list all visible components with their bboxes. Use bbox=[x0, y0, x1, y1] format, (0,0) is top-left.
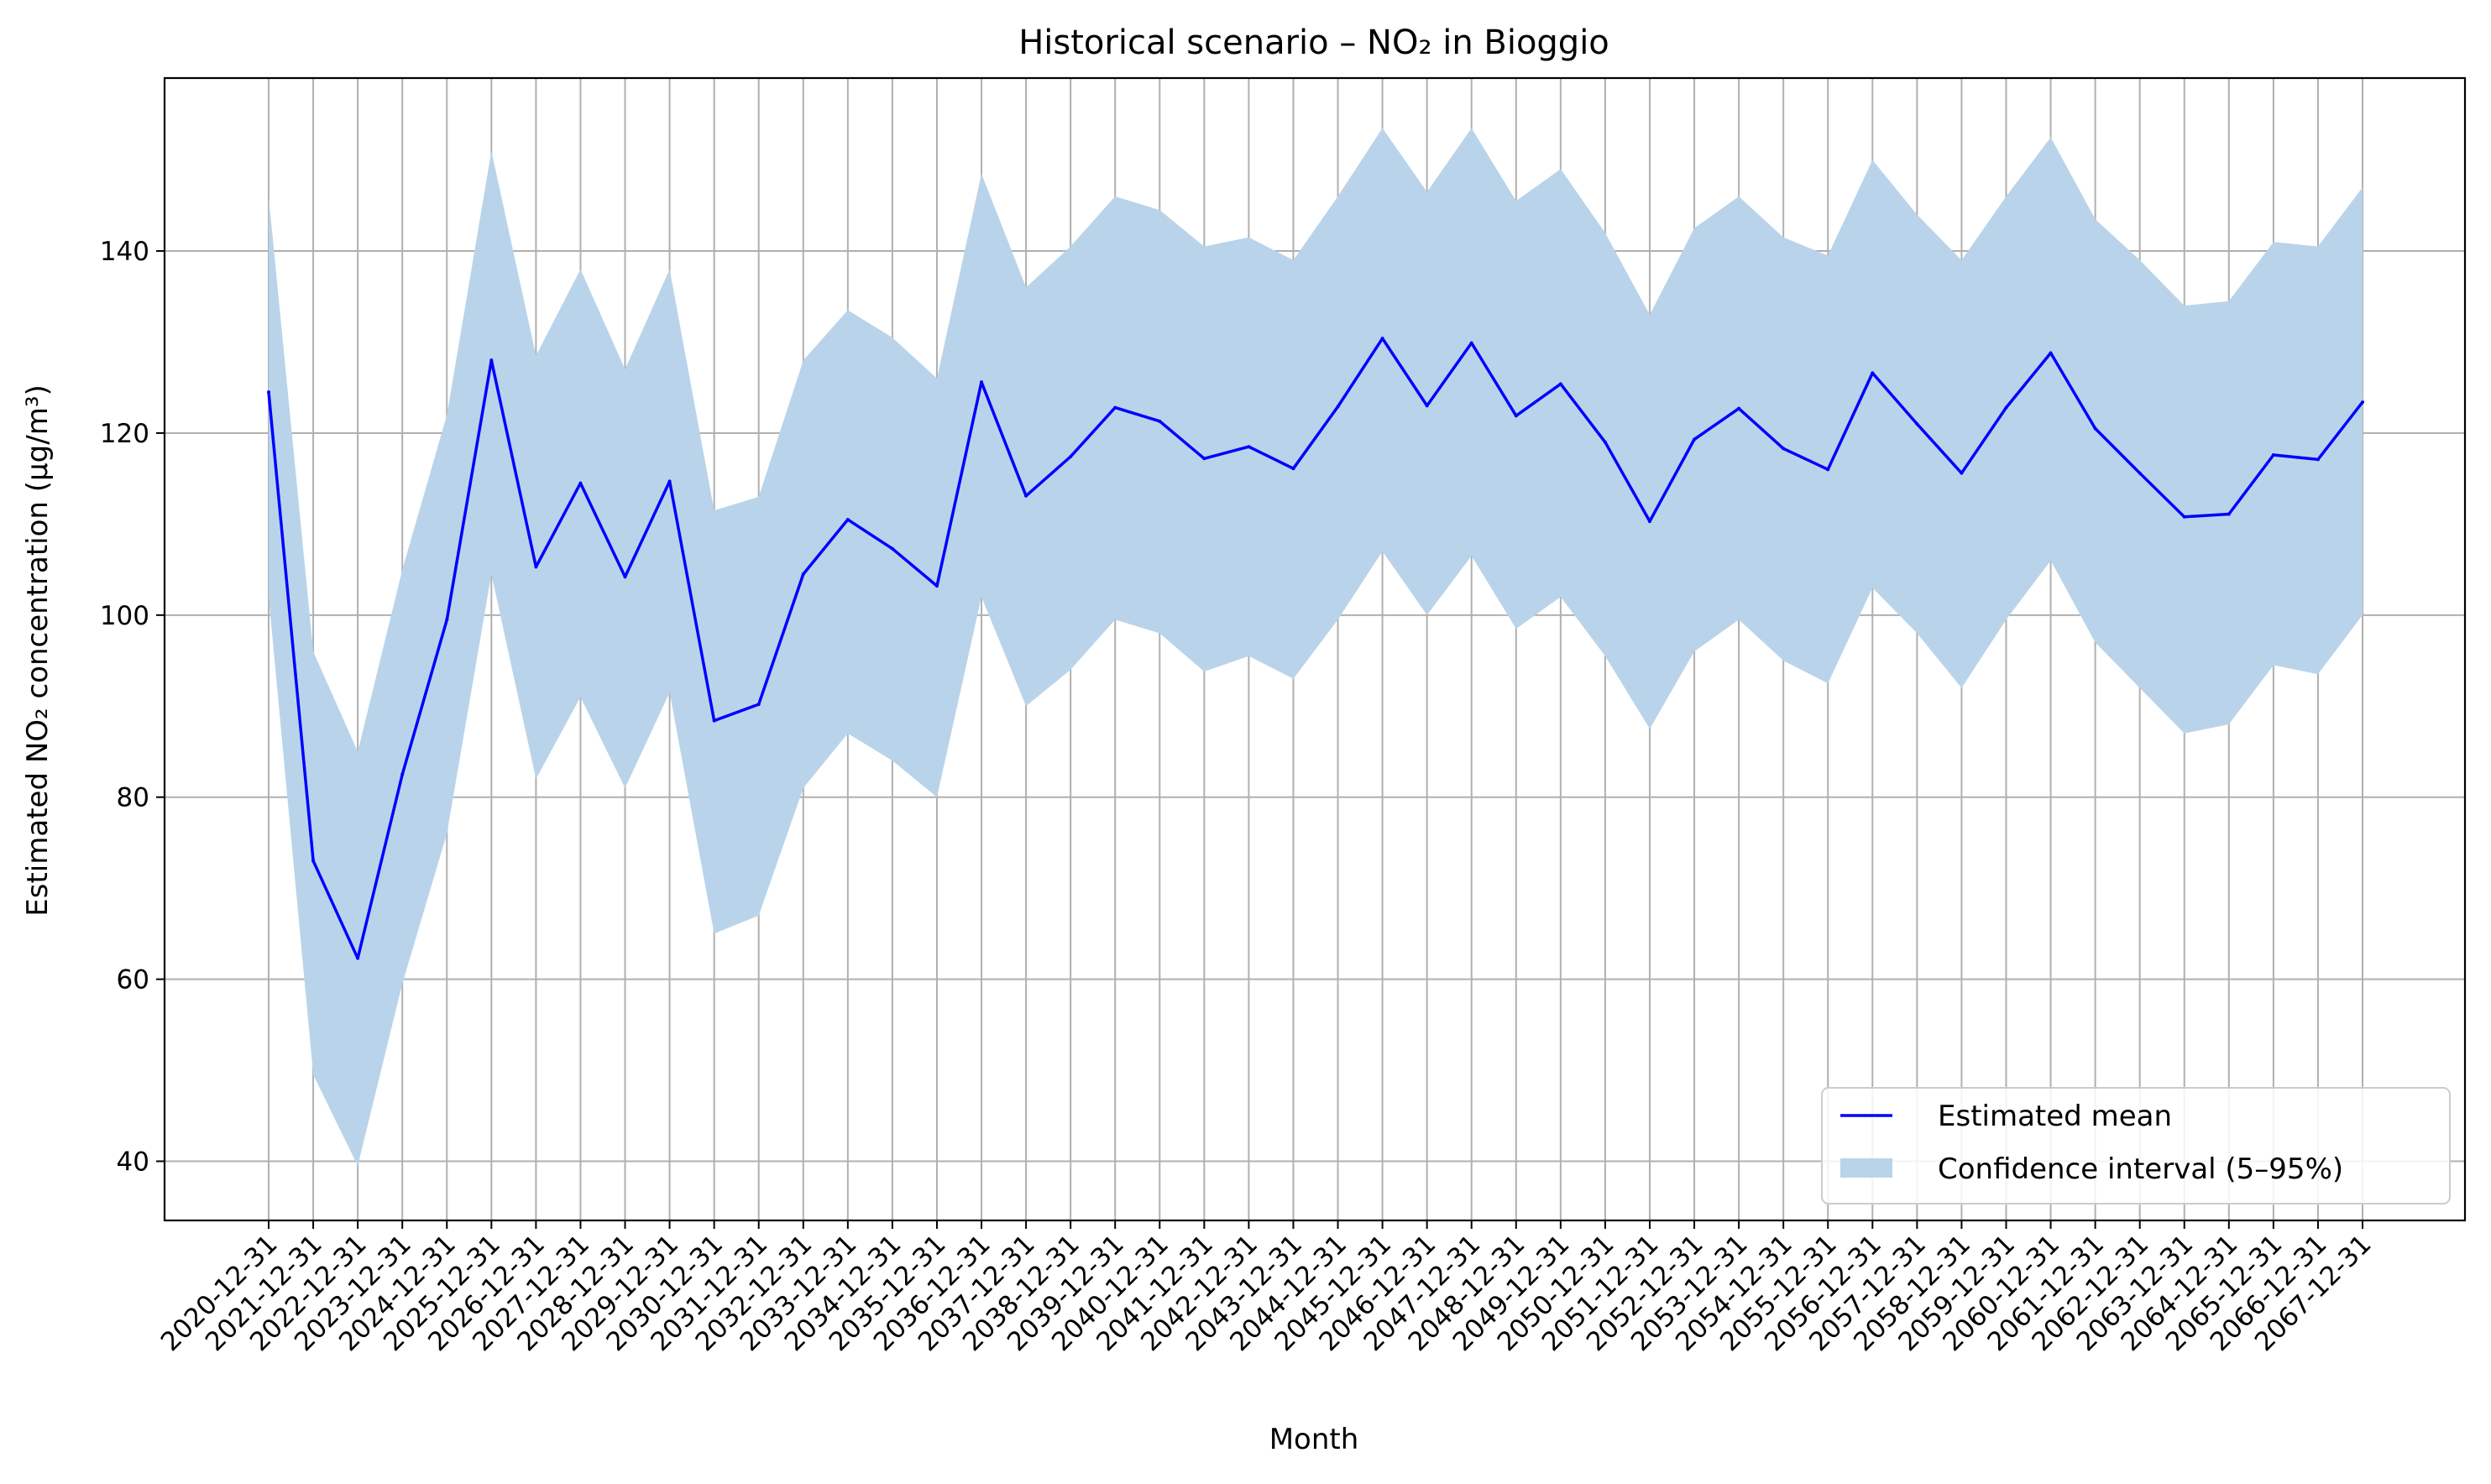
mean-point bbox=[845, 517, 850, 521]
mean-point bbox=[489, 358, 494, 363]
mean-point bbox=[756, 703, 761, 707]
mean-point bbox=[534, 565, 538, 569]
mean-point bbox=[2049, 351, 2053, 355]
mean-point bbox=[1469, 341, 1473, 345]
legend-swatch-band bbox=[1840, 1158, 1892, 1178]
mean-point bbox=[1158, 419, 1162, 423]
mean-point bbox=[2093, 426, 2097, 431]
y-tick-label: 100 bbox=[100, 601, 149, 631]
mean-point bbox=[934, 584, 939, 588]
mean-point bbox=[1960, 471, 1964, 475]
mean-point bbox=[2271, 452, 2275, 457]
y-axis: 40 60 80 100 120 140 bbox=[100, 237, 165, 1178]
y-axis-label: Estimated NO₂ concentration (µg/m³) bbox=[21, 384, 55, 916]
legend-label-band: Confidence interval (5–95%) bbox=[1938, 1152, 2343, 1186]
mean-point bbox=[2361, 400, 2364, 405]
mean-point bbox=[1247, 445, 1251, 449]
mean-point bbox=[801, 572, 805, 577]
mean-point bbox=[445, 618, 449, 622]
mean-point bbox=[311, 859, 316, 863]
legend-box bbox=[1821, 1087, 2451, 1204]
mean-point bbox=[2227, 512, 2231, 516]
mean-point bbox=[1737, 406, 1741, 410]
mean-point bbox=[1336, 405, 1340, 409]
mean-point bbox=[578, 481, 583, 485]
mean-point bbox=[1291, 467, 1295, 471]
mean-point bbox=[890, 546, 894, 551]
mean-point bbox=[356, 956, 360, 960]
chart-title: Historical scenario – NO₂ in Bioggio bbox=[1018, 24, 1609, 62]
mean-point bbox=[1380, 337, 1384, 341]
y-tick-label: 80 bbox=[117, 783, 149, 813]
mean-point bbox=[1915, 422, 1919, 426]
mean-point bbox=[2004, 405, 2008, 410]
mean-point bbox=[1425, 404, 1429, 408]
plot-frame bbox=[163, 76, 2467, 1222]
y-tick-label: 120 bbox=[100, 419, 149, 449]
mean-point bbox=[980, 380, 984, 384]
mean-point bbox=[1069, 455, 1073, 459]
mean-point bbox=[1647, 520, 1651, 524]
y-tick-label: 140 bbox=[100, 237, 149, 267]
y-tick-label: 60 bbox=[117, 965, 149, 995]
mean-point bbox=[1603, 440, 1607, 444]
mean-point bbox=[1693, 437, 1697, 442]
mean-point bbox=[400, 772, 405, 776]
mean-point bbox=[1113, 405, 1117, 410]
band-layer bbox=[269, 128, 2363, 1166]
y-tick-label: 40 bbox=[117, 1147, 149, 1178]
x-axis-label: Month bbox=[1269, 1423, 1359, 1456]
mean-point bbox=[1871, 371, 1875, 375]
mean-line bbox=[267, 337, 2364, 960]
line-layer bbox=[267, 337, 2364, 960]
mean-point bbox=[2316, 457, 2320, 462]
x-axis: 2020-12-312021-12-312022-12-312023-12-31… bbox=[155, 1220, 2378, 1357]
mean-point bbox=[2138, 471, 2142, 475]
mean-point bbox=[667, 479, 672, 483]
mean-point bbox=[1202, 457, 1206, 461]
mean-point bbox=[623, 575, 627, 579]
mean-point bbox=[2182, 515, 2186, 519]
legend: Estimated mean Confidence interval (5–95… bbox=[1821, 1087, 2451, 1204]
mean-point bbox=[1024, 494, 1028, 498]
mean-point bbox=[1782, 447, 1786, 451]
legend-label-mean: Estimated mean bbox=[1938, 1100, 2172, 1133]
mean-point bbox=[1514, 414, 1518, 418]
mean-point bbox=[1826, 468, 1830, 472]
mean-point bbox=[712, 718, 716, 723]
mean-point bbox=[267, 390, 270, 395]
mean-point bbox=[1558, 382, 1562, 386]
confidence-band bbox=[269, 128, 2363, 1166]
